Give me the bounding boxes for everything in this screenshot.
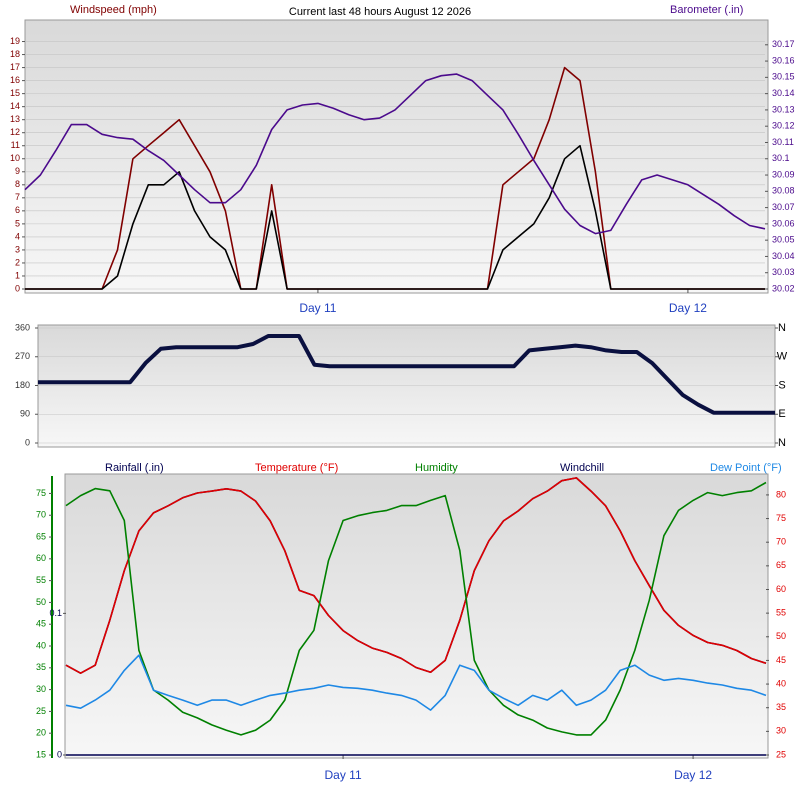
y2-tick-label: 30.08	[772, 186, 795, 196]
y-tick-label: 180	[15, 380, 30, 390]
y-tick-label: 55	[36, 575, 46, 585]
y2-tick-label: S	[778, 379, 785, 391]
x-tick-label: Day 12	[669, 301, 707, 315]
y-tick-label: 70	[36, 510, 46, 520]
y-tick-label: 40	[36, 640, 46, 650]
y-tick-label: 0	[15, 283, 20, 293]
y-tick-label: 14	[10, 101, 20, 111]
y-tick-label: 7	[15, 192, 20, 202]
x-tick-label: Day 11	[325, 768, 362, 782]
y-tick-label: 360	[15, 322, 30, 332]
y-tick-label: 3	[15, 244, 20, 254]
panel-climate	[64, 473, 769, 759]
y-tick-label: 35	[36, 662, 46, 672]
y2-tick-label: 25	[776, 749, 786, 759]
y2-tick-label: E	[778, 408, 785, 420]
series-line	[25, 144, 765, 290]
series-line	[65, 481, 767, 736]
y-tick-label: 50	[36, 597, 46, 607]
y2-tick-label: 30.07	[772, 202, 795, 212]
series-label: Humidity	[415, 462, 458, 474]
y-tick-label: 1	[15, 270, 20, 280]
y-tick-label: 15	[36, 749, 46, 759]
y-tick-label: 4	[15, 231, 20, 241]
y-tick-label: 270	[15, 351, 30, 361]
series-label: Windspeed (mph)	[70, 4, 157, 16]
y-tick-label: 17	[10, 62, 20, 72]
y-tick-label: 12	[10, 127, 20, 137]
y2-tick-label: 30.17	[772, 39, 795, 49]
y2-tick-label: 30.16	[772, 55, 795, 65]
y2-tick-label: 35	[776, 702, 786, 712]
y-tick-label: 10	[10, 153, 20, 163]
y2-tick-label: 30.04	[772, 251, 795, 261]
y-tick-label: 45	[36, 619, 46, 629]
y2-tick-label: N	[778, 437, 786, 449]
y2-tick-label: 30.11	[772, 137, 794, 147]
y2-tick-label: 30.1	[772, 153, 790, 163]
y2-tick-label: 45	[776, 655, 786, 665]
x-tick-label: Day 12	[674, 768, 712, 782]
series-label: Windchill	[560, 462, 604, 474]
y-tick-label: 18	[10, 49, 20, 59]
y2-tick-label: 30.06	[772, 218, 795, 228]
y2-tick-label: 30.15	[772, 72, 795, 82]
panel-direction	[37, 324, 776, 448]
y-tick-label: 30	[36, 684, 46, 694]
y2-tick-label: 40	[776, 678, 786, 688]
y-tick-label: 25	[36, 706, 46, 716]
y-tick-label: 16	[10, 75, 20, 85]
y2-tick-label: 30.12	[772, 121, 795, 131]
y2-tick-label: 65	[776, 560, 786, 570]
y-tick-label: 2	[15, 257, 20, 267]
y2-tick-label: 30.05	[772, 235, 795, 245]
y-tick-label: 60	[36, 553, 46, 563]
y2-tick-label: 70	[776, 537, 786, 547]
series-label: Rainfall (.in)	[105, 462, 164, 474]
y-tick-label: 9	[15, 166, 20, 176]
y-tick-label: 11	[11, 140, 20, 150]
y-tick-label: 65	[36, 531, 46, 541]
y-tick-label: 90	[20, 409, 30, 419]
y-tick-label: 8	[15, 179, 20, 189]
y2-tick-label: 30	[776, 726, 786, 736]
y-tick-label: 75	[36, 488, 46, 498]
y3-tick-label: 0.1	[49, 608, 62, 618]
y-tick-label: 15	[10, 88, 20, 98]
series-line	[24, 73, 766, 235]
series-label: Barometer (.in)	[670, 4, 743, 16]
y2-tick-label: 55	[776, 608, 786, 618]
y2-tick-label: 30.14	[772, 88, 795, 98]
y2-tick-label: W	[777, 351, 788, 363]
y-tick-label: 6	[15, 205, 20, 215]
series-line	[65, 654, 767, 711]
y-tick-label: 0	[25, 437, 30, 447]
y2-tick-label: N	[778, 322, 786, 334]
x-tick-label: Day 11	[299, 301, 336, 315]
y-tick-label: 20	[36, 728, 46, 738]
y2-tick-label: 75	[776, 513, 786, 523]
y2-tick-label: 80	[776, 489, 786, 499]
y2-tick-label: 30.02	[772, 283, 795, 293]
y-tick-label: 5	[15, 218, 20, 228]
y-tick-label: 19	[10, 36, 20, 46]
series-label: Temperature (°F)	[255, 462, 338, 474]
chart-title: Current last 48 hours August 12 2026	[289, 6, 471, 18]
y2-tick-label: 50	[776, 631, 786, 641]
series-line	[38, 334, 775, 415]
y-tick-label: 13	[10, 114, 20, 124]
series-line	[65, 477, 767, 675]
y2-tick-label: 60	[776, 584, 786, 594]
y2-tick-label: 30.03	[772, 267, 795, 277]
panel-wind	[24, 19, 769, 294]
y2-tick-label: 30.13	[772, 104, 795, 114]
y3-tick-label: 0	[57, 749, 62, 759]
y2-tick-label: 30.09	[772, 169, 795, 179]
series-label: Dew Point (°F)	[710, 462, 782, 474]
